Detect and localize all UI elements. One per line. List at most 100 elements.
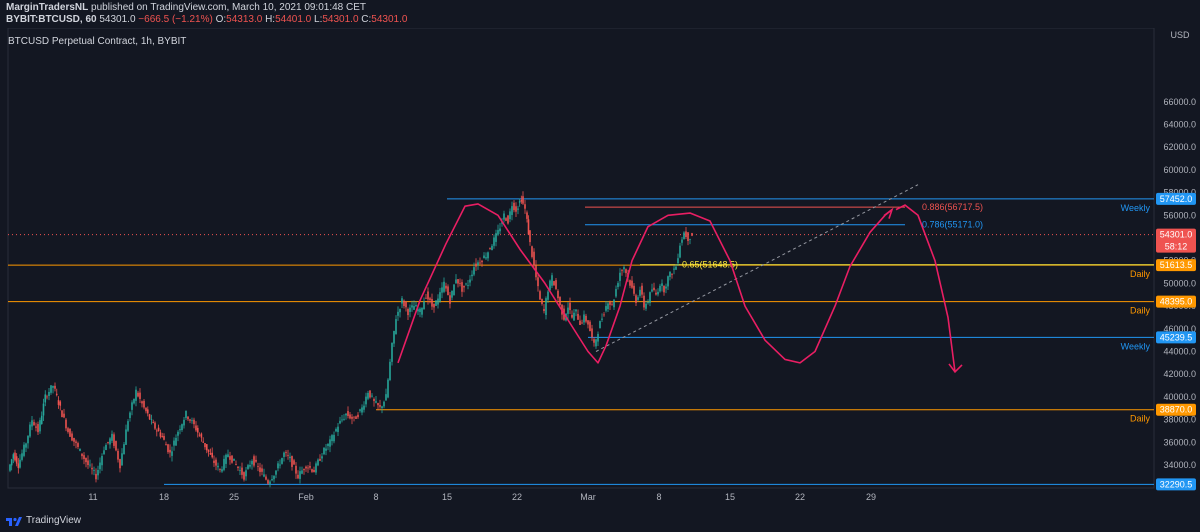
candle-body[interactable] [169,449,171,453]
candle-body[interactable] [353,416,355,418]
candle-body[interactable] [609,302,611,305]
candle-body[interactable] [389,361,391,381]
candle-body[interactable] [589,321,591,332]
candle-body[interactable] [621,269,623,271]
candle-body[interactable] [357,414,359,418]
candle-body[interactable] [623,267,625,270]
candle-body[interactable] [687,232,689,241]
candle-body[interactable] [385,394,387,401]
candle-body[interactable] [25,443,27,448]
candle-body[interactable] [483,255,485,259]
candle-body[interactable] [617,283,619,287]
candle-body[interactable] [587,320,589,325]
candle-body[interactable] [469,279,471,283]
candle-body[interactable] [647,302,649,304]
candle-body[interactable] [471,274,473,277]
candle-body[interactable] [355,416,357,419]
candle-body[interactable] [431,298,433,307]
candle-body[interactable] [677,258,679,264]
candle-body[interactable] [365,396,367,405]
candle-body[interactable] [147,409,149,414]
candle-body[interactable] [337,426,339,432]
candle-body[interactable] [181,424,183,431]
candle-body[interactable] [287,455,289,456]
candle-body[interactable] [85,457,87,463]
symbol-label[interactable]: BYBIT:BTCUSD, 60 [6,14,97,25]
candle-body[interactable] [245,470,247,477]
candle-body[interactable] [391,342,393,362]
candle-body[interactable] [271,479,273,481]
candle-body[interactable] [691,233,693,236]
candle-body[interactable] [393,330,395,344]
candle-body[interactable] [439,292,441,302]
projection-drop-curve[interactable] [895,204,956,373]
candle-body[interactable] [44,394,47,403]
candle-body[interactable] [141,401,143,404]
candle-body[interactable] [453,284,455,296]
candle-body[interactable] [549,280,551,291]
candle-body[interactable] [461,282,463,292]
candle-body[interactable] [83,455,85,460]
candle-body[interactable] [419,308,421,313]
candle-body[interactable] [317,459,319,466]
candle-body[interactable] [581,322,583,324]
candle-body[interactable] [40,415,43,425]
candle-body[interactable] [517,208,519,210]
candle-body[interactable] [187,416,189,420]
candle-body[interactable] [281,458,283,464]
candle-body[interactable] [50,385,52,393]
candle-body[interactable] [527,219,530,235]
candle-body[interactable] [19,459,21,468]
candle-body[interactable] [569,302,571,311]
candle-body[interactable] [369,390,371,398]
candle-body[interactable] [305,466,307,469]
candle-body[interactable] [65,419,67,429]
projection-curve[interactable] [397,203,893,364]
candle-body[interactable] [263,474,265,477]
candle-body[interactable] [417,309,419,312]
candle-body[interactable] [619,272,621,281]
candle-body[interactable] [339,420,341,424]
candle-body[interactable] [529,230,531,243]
candle-body[interactable] [499,228,501,232]
candle-body[interactable] [167,444,169,453]
candle-body[interactable] [445,285,447,289]
candle-body[interactable] [97,469,99,476]
candle-body[interactable] [533,251,535,266]
candle-body[interactable] [685,231,687,237]
candle-body[interactable] [231,455,233,463]
candle-body[interactable] [198,434,201,436]
candle-body[interactable] [343,418,345,420]
candle-body[interactable] [135,389,137,401]
candle-body[interactable] [351,416,353,419]
candle-body[interactable] [255,459,257,462]
candle-body[interactable] [117,450,119,460]
candle-body[interactable] [125,429,127,445]
candle-body[interactable] [105,444,107,451]
candle-body[interactable] [319,458,321,461]
candle-body[interactable] [455,279,457,284]
candle-body[interactable] [669,272,671,277]
candle-body[interactable] [631,280,633,288]
candle-body[interactable] [227,454,229,457]
candle-body[interactable] [611,303,613,305]
candle-body[interactable] [253,456,255,466]
candle-body[interactable] [597,333,599,342]
candle-body[interactable] [75,441,77,443]
candle-body[interactable] [387,379,389,398]
candle-body[interactable] [291,456,293,467]
candle-body[interactable] [411,305,413,308]
candle-body[interactable] [607,303,609,310]
candle-body[interactable] [279,464,281,466]
candle-body[interactable] [229,456,231,460]
candle-body[interactable] [503,213,505,220]
candle-body[interactable] [95,473,97,480]
candle-body[interactable] [573,312,575,321]
candle-body[interactable] [637,297,639,300]
candle-body[interactable] [395,319,397,335]
candle-body[interactable] [154,422,156,429]
candle-body[interactable] [93,470,95,471]
candle-body[interactable] [375,401,377,403]
candle-body[interactable] [415,305,417,307]
candle-body[interactable] [77,443,79,448]
